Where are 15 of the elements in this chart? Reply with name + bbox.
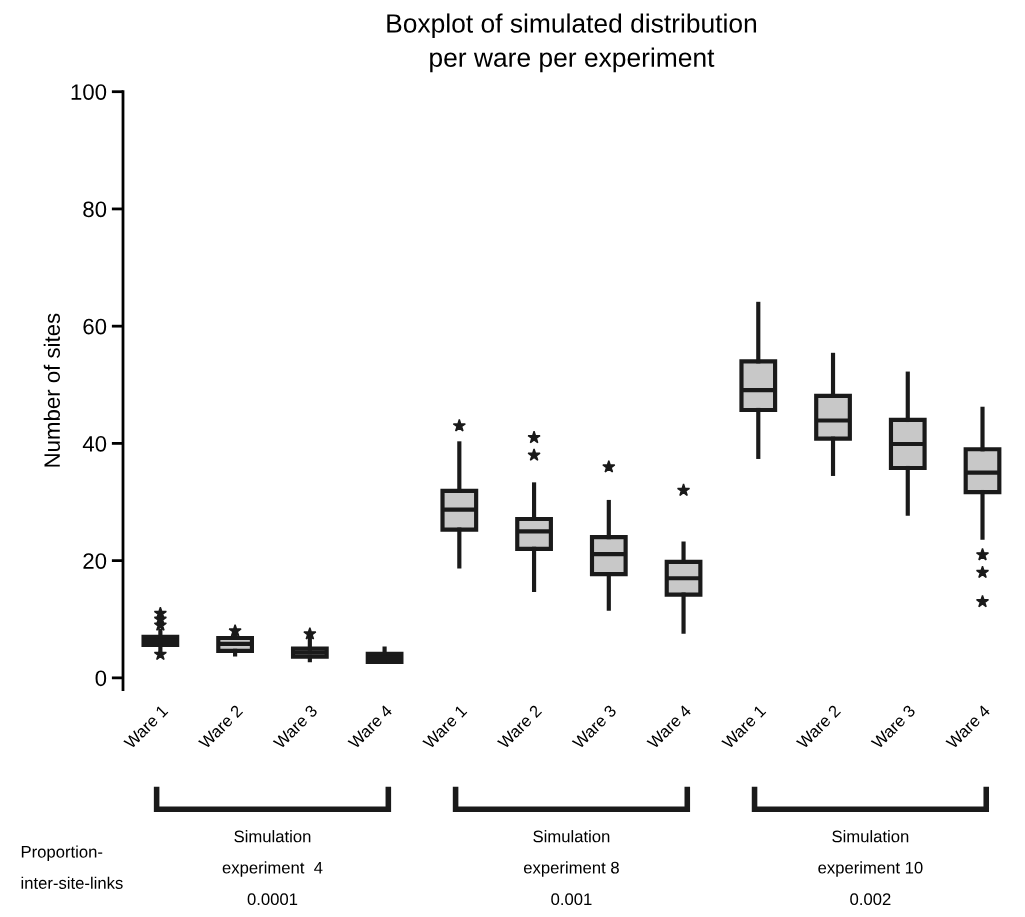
y-tick-label: 40 <box>82 435 107 452</box>
y-tick-label: 100 <box>71 84 107 100</box>
y-tick-label: 20 <box>83 553 107 569</box>
chart-title: Boxplot of simulated distribution per ware per experiment <box>387 13 757 73</box>
text: Proportion- inter-site-links <box>21 845 123 889</box>
y-tick-label: 0 <box>95 670 107 687</box>
text: 0.001 <box>551 893 592 906</box>
text: 0.002 <box>850 893 891 906</box>
text: Simulation experiment 8 <box>523 830 619 877</box>
y-axis-title: Number of sites <box>43 313 61 467</box>
text: 0.0001 <box>247 893 298 906</box>
text: Simulation experiment 10 <box>818 830 923 877</box>
y-tick-label: 60 <box>83 318 107 335</box>
y-tick-label: 80 <box>83 201 107 218</box>
text: Simulation experiment 4 <box>222 830 323 877</box>
